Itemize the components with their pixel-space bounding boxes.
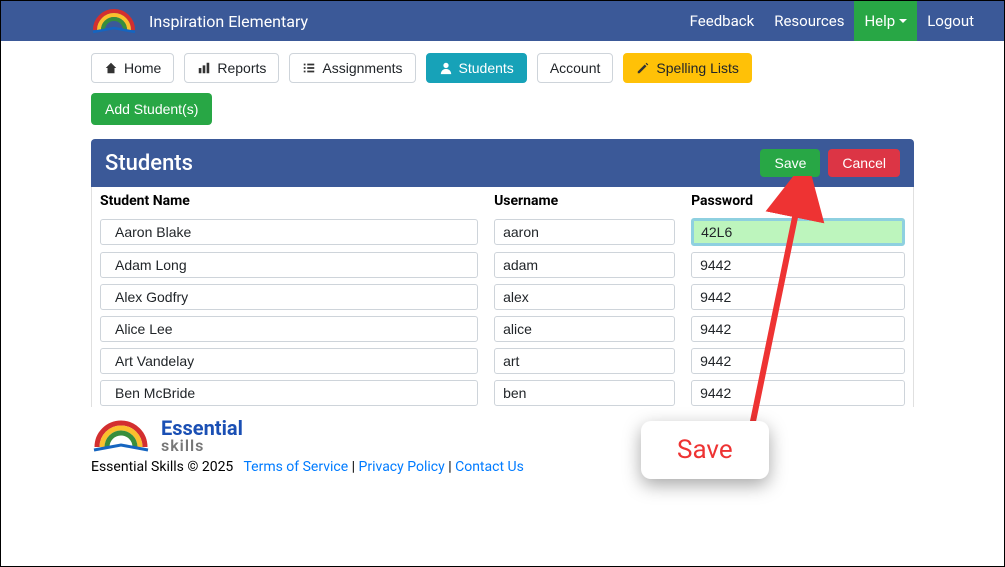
table-row bbox=[92, 215, 913, 249]
logo-rainbow-icon bbox=[91, 8, 137, 34]
footer-contact-link[interactable]: Contact Us bbox=[455, 459, 524, 475]
nav-students-label: Students bbox=[459, 60, 514, 76]
table-row bbox=[92, 313, 913, 345]
nav-logout[interactable]: Logout bbox=[917, 1, 984, 41]
student-username-input[interactable] bbox=[494, 284, 675, 310]
nav-home-label: Home bbox=[124, 60, 161, 76]
student-password-input[interactable] bbox=[691, 284, 905, 310]
student-password-input[interactable] bbox=[691, 348, 905, 374]
student-name-input[interactable] bbox=[100, 252, 478, 278]
footer: Essential skills Essential Skills © 2025… bbox=[1, 407, 1004, 485]
edit-icon bbox=[636, 61, 650, 75]
nav-home-button[interactable]: Home bbox=[91, 53, 174, 83]
chart-bar-icon bbox=[197, 61, 211, 75]
nav-students-button[interactable]: Students bbox=[426, 53, 527, 83]
student-username-input[interactable] bbox=[494, 219, 675, 245]
student-password-input[interactable] bbox=[691, 252, 905, 278]
student-username-input[interactable] bbox=[494, 316, 675, 342]
nav-assignments-button[interactable]: Assignments bbox=[289, 53, 415, 83]
nav-button-row: Home Reports Assignments Students Accoun… bbox=[91, 53, 914, 83]
table-row bbox=[92, 249, 913, 281]
topbar: Inspiration Elementary Feedback Resource… bbox=[1, 1, 1004, 41]
panel-header: Students Save Cancel bbox=[91, 139, 914, 187]
student-username-input[interactable] bbox=[494, 348, 675, 374]
footer-brand-1: Essential bbox=[161, 418, 243, 438]
table-row bbox=[92, 281, 913, 313]
nav-help[interactable]: Help bbox=[854, 1, 917, 41]
students-table: Student Name Username Password bbox=[92, 187, 913, 407]
cancel-button[interactable]: Cancel bbox=[828, 149, 900, 177]
annotation-callout: Save bbox=[641, 421, 769, 479]
column-header-username: Username bbox=[486, 187, 683, 215]
student-name-input[interactable] bbox=[100, 348, 478, 374]
save-button[interactable]: Save bbox=[760, 149, 820, 177]
student-username-input[interactable] bbox=[494, 252, 675, 278]
students-table-scroll[interactable]: Student Name Username Password bbox=[92, 187, 913, 407]
school-name: Inspiration Elementary bbox=[149, 12, 308, 31]
footer-brand-2: skills bbox=[161, 438, 243, 454]
student-password-input[interactable] bbox=[691, 218, 905, 246]
user-icon bbox=[439, 61, 453, 75]
nav-assignments-label: Assignments bbox=[322, 60, 402, 76]
nav-help-label: Help bbox=[864, 1, 895, 41]
nav-account-label: Account bbox=[550, 60, 601, 76]
footer-copy: Essential Skills © 2025 bbox=[91, 459, 233, 475]
student-name-input[interactable] bbox=[100, 316, 478, 342]
panel-title: Students bbox=[105, 151, 193, 176]
home-icon bbox=[104, 61, 118, 75]
student-name-input[interactable] bbox=[100, 219, 478, 245]
list-icon bbox=[302, 61, 316, 75]
nav-feedback[interactable]: Feedback bbox=[680, 1, 765, 41]
footer-brand: Essential skills bbox=[161, 418, 243, 454]
student-username-input[interactable] bbox=[494, 380, 675, 406]
student-name-input[interactable] bbox=[100, 380, 478, 406]
nav-spelling-label: Spelling Lists bbox=[656, 60, 739, 76]
table-row bbox=[92, 377, 913, 407]
footer-privacy-link[interactable]: Privacy Policy bbox=[359, 459, 445, 475]
column-header-password: Password bbox=[683, 187, 913, 215]
table-row bbox=[92, 345, 913, 377]
add-student-button[interactable]: Add Student(s) bbox=[91, 93, 212, 125]
footer-logo-icon bbox=[91, 417, 151, 455]
nav-reports-label: Reports bbox=[217, 60, 266, 76]
nav-resources[interactable]: Resources bbox=[764, 1, 854, 41]
nav-account-button[interactable]: Account bbox=[537, 53, 614, 83]
chevron-down-icon bbox=[899, 19, 907, 23]
nav-spelling-button[interactable]: Spelling Lists bbox=[623, 53, 752, 83]
student-name-input[interactable] bbox=[100, 284, 478, 310]
column-header-name: Student Name bbox=[92, 187, 486, 215]
student-password-input[interactable] bbox=[691, 316, 905, 342]
student-password-input[interactable] bbox=[691, 380, 905, 406]
nav-reports-button[interactable]: Reports bbox=[184, 53, 279, 83]
footer-tos-link[interactable]: Terms of Service bbox=[243, 459, 348, 475]
students-panel: Students Save Cancel Student Name Userna… bbox=[91, 139, 914, 407]
